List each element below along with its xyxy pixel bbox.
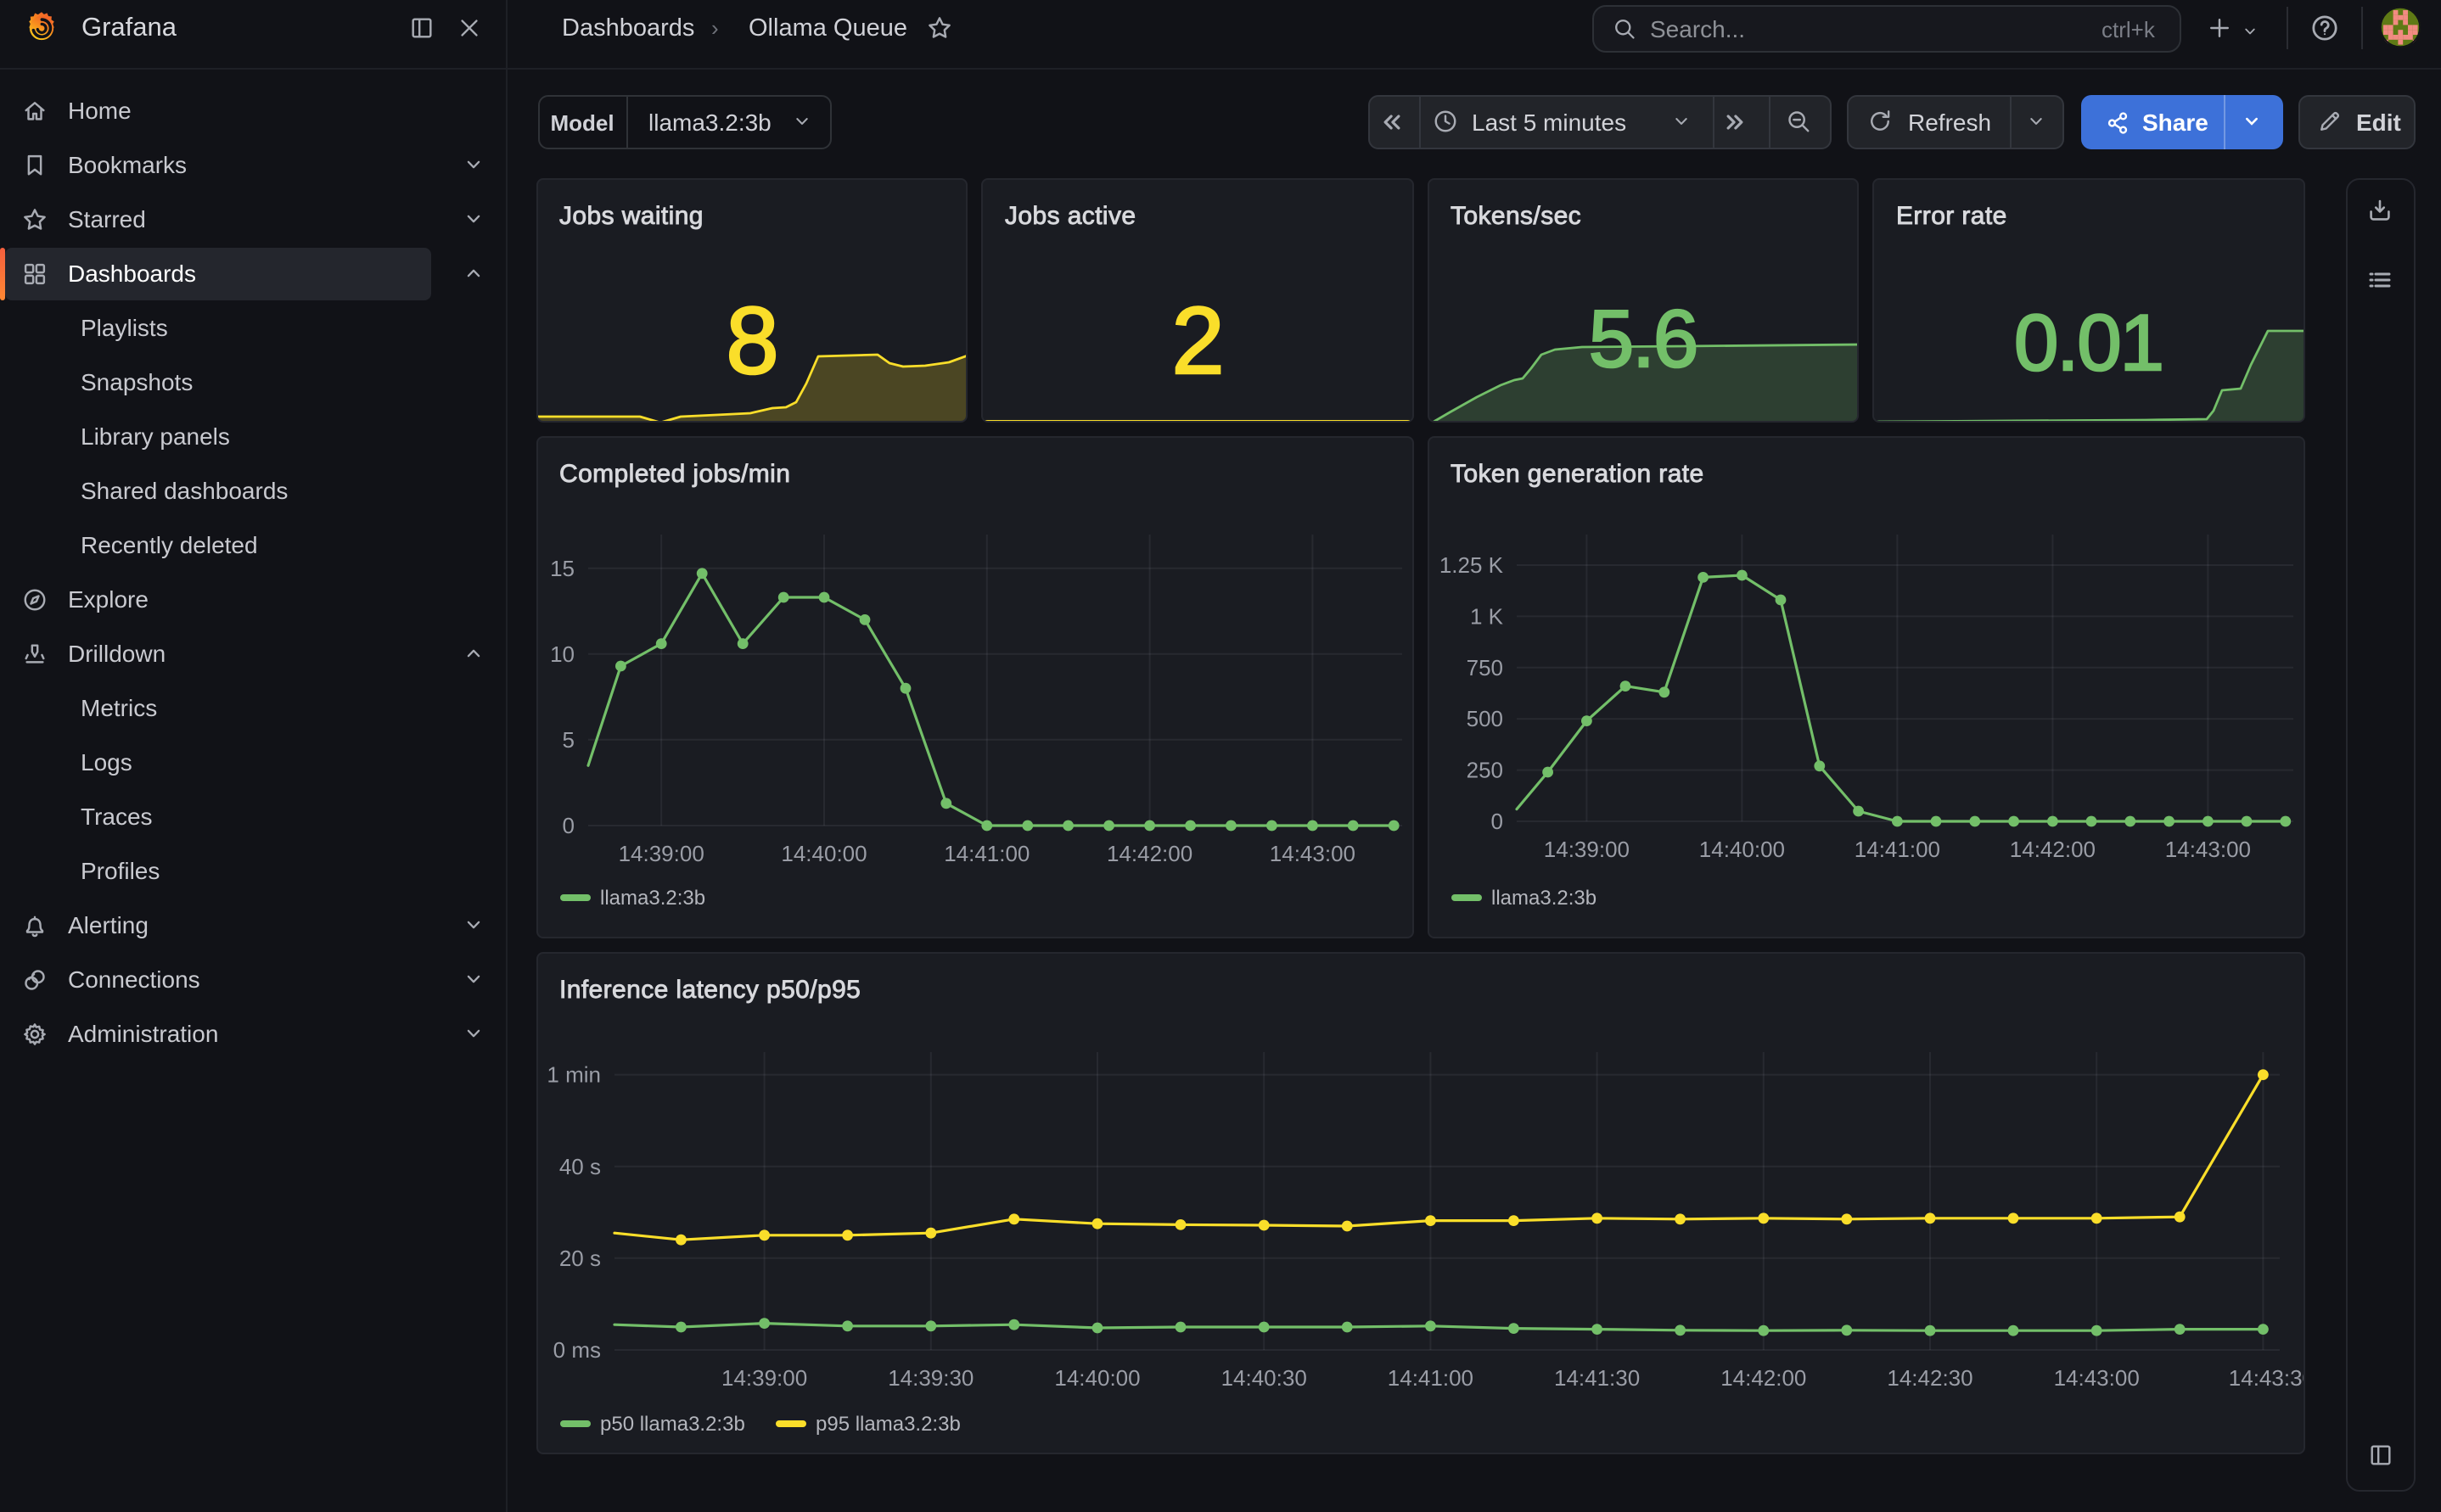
svg-text:14:39:00: 14:39:00 [618,841,704,866]
svg-text:14:40:30: 14:40:30 [1220,1365,1306,1391]
svg-text:15: 15 [549,556,574,581]
svg-text:40 s: 40 s [558,1154,600,1179]
svg-text:250: 250 [1466,758,1502,783]
svg-text:14:43:00: 14:43:00 [1269,841,1355,866]
svg-text:14:42:00: 14:42:00 [2009,837,2095,862]
svg-text:14:41:00: 14:41:00 [1387,1365,1473,1391]
svg-text:14:39:00: 14:39:00 [721,1365,806,1391]
svg-text:0 ms: 0 ms [553,1337,600,1363]
svg-text:14:42:00: 14:42:00 [1720,1365,1805,1391]
svg-text:14:42:00: 14:42:00 [1106,841,1192,866]
svg-text:14:41:30: 14:41:30 [1553,1365,1639,1391]
svg-text:14:39:00: 14:39:00 [1543,837,1629,862]
svg-text:14:43:00: 14:43:00 [2164,837,2250,862]
svg-text:14:40:00: 14:40:00 [1698,837,1784,862]
svg-text:1 K: 1 K [1469,603,1503,629]
svg-text:1.25 K: 1.25 K [1439,552,1503,578]
svg-text:14:40:00: 14:40:00 [780,841,866,866]
svg-text:14:41:00: 14:41:00 [943,841,1029,866]
svg-text:500: 500 [1466,706,1502,731]
svg-text:750: 750 [1466,655,1502,680]
svg-text:0: 0 [1490,809,1502,834]
svg-text:0: 0 [562,813,574,838]
svg-text:14:40:00: 14:40:00 [1053,1365,1139,1391]
svg-text:14:41:00: 14:41:00 [1854,837,1939,862]
svg-text:14:42:30: 14:42:30 [1886,1365,1972,1391]
svg-text:14:43:30: 14:43:30 [2228,1365,2304,1391]
svg-text:10: 10 [549,641,574,667]
svg-text:1 min: 1 min [546,1062,600,1088]
svg-text:20 s: 20 s [558,1246,600,1271]
svg-text:14:43:00: 14:43:00 [2053,1365,2139,1391]
svg-text:14:39:30: 14:39:30 [887,1365,973,1391]
svg-text:5: 5 [562,727,574,753]
